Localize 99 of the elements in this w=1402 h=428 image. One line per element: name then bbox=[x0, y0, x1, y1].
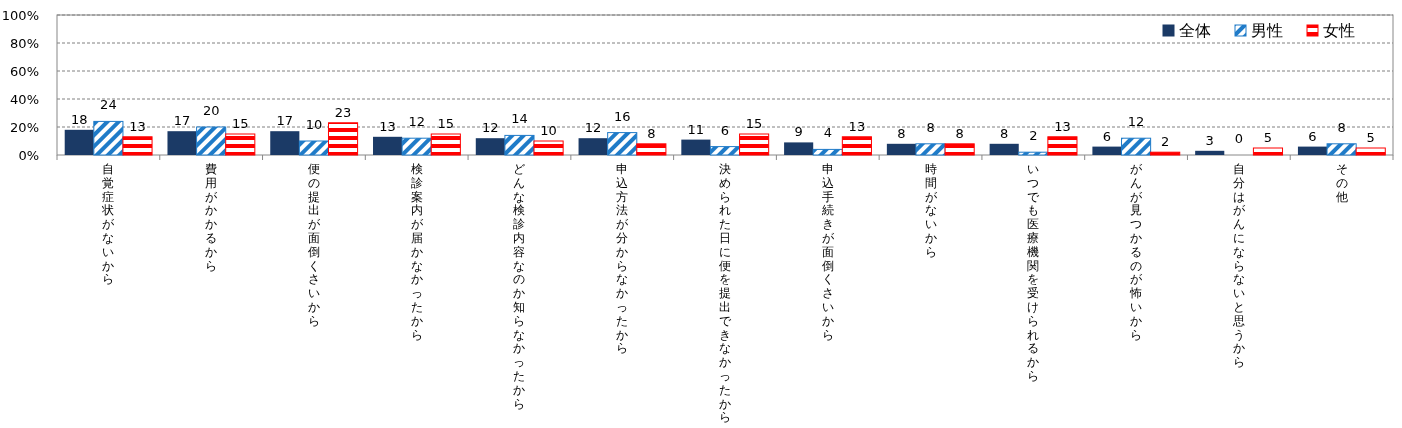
bar bbox=[636, 143, 667, 156]
y-tick-label: 60% bbox=[10, 64, 39, 79]
y-tick-label: 40% bbox=[10, 92, 39, 107]
data-label: 13 bbox=[379, 118, 396, 134]
bar bbox=[1326, 143, 1357, 156]
bar bbox=[709, 146, 741, 156]
data-label: 8 bbox=[926, 119, 935, 135]
data-label: 8 bbox=[647, 125, 656, 141]
bar bbox=[270, 131, 300, 155]
data-label: 2 bbox=[1029, 128, 1038, 144]
y-tick-label: 0% bbox=[18, 148, 39, 163]
data-label: 8 bbox=[955, 125, 964, 141]
data-label: 16 bbox=[613, 108, 631, 124]
bar bbox=[401, 137, 432, 156]
x-tick-label: 費用がかかるから bbox=[205, 162, 219, 273]
bar bbox=[167, 131, 197, 155]
data-label: 8 bbox=[1000, 125, 1009, 141]
data-label: 17 bbox=[173, 113, 191, 129]
bar bbox=[93, 120, 124, 156]
bar bbox=[1092, 146, 1122, 155]
category-label: 決められた日に便を提出できなかったから bbox=[719, 162, 731, 425]
data-label: 13 bbox=[848, 118, 866, 134]
data-label: 2 bbox=[1161, 134, 1170, 150]
data-label: 17 bbox=[276, 113, 294, 129]
bar bbox=[373, 136, 403, 155]
bar bbox=[475, 138, 505, 155]
y-tick-label: 20% bbox=[10, 120, 39, 135]
data-label: 3 bbox=[1205, 132, 1214, 148]
data-label: 4 bbox=[823, 125, 832, 141]
x-tick-label: 時間がないから bbox=[924, 162, 938, 259]
category-label: がんが見つかるのが怖いから bbox=[1130, 162, 1143, 342]
data-label: 24 bbox=[100, 97, 117, 113]
category-label: 検診案内が届かなかったから bbox=[410, 162, 423, 342]
y-tick-label: 100% bbox=[1, 8, 39, 23]
data-label: 12 bbox=[584, 120, 602, 136]
data-label: 13 bbox=[129, 118, 146, 134]
data-label: 6 bbox=[1308, 128, 1317, 144]
bar bbox=[122, 136, 153, 156]
bar bbox=[1047, 136, 1078, 156]
bar bbox=[1018, 151, 1049, 156]
bar bbox=[1150, 151, 1181, 156]
bar bbox=[841, 136, 872, 156]
data-label: 6 bbox=[1102, 128, 1112, 144]
data-label: 18 bbox=[70, 111, 88, 127]
bar bbox=[578, 138, 608, 155]
category-label: 申込手続きが面倒くさいから bbox=[821, 162, 834, 342]
category-label: 自分はがんにならないと思うから bbox=[1232, 162, 1245, 370]
bar bbox=[915, 143, 946, 156]
bar bbox=[327, 122, 359, 156]
data-label: 20 bbox=[202, 103, 220, 118]
bar bbox=[64, 129, 94, 155]
legend-label: 男性 bbox=[1251, 21, 1283, 40]
bar bbox=[784, 142, 814, 155]
bar bbox=[504, 134, 535, 156]
bar bbox=[430, 133, 461, 156]
bar bbox=[196, 126, 227, 156]
data-label: 13 bbox=[1054, 118, 1071, 134]
data-label: 8 bbox=[1337, 119, 1346, 135]
bar bbox=[1195, 150, 1225, 155]
x-tick-label: その他 bbox=[1335, 162, 1348, 204]
category-label: 申込方法が分からなかったから bbox=[616, 162, 629, 356]
bar bbox=[886, 143, 916, 155]
bar bbox=[1297, 146, 1328, 155]
bar bbox=[607, 132, 638, 156]
bar bbox=[812, 148, 843, 156]
data-label: 10 bbox=[540, 123, 557, 138]
bar bbox=[225, 133, 256, 156]
bar bbox=[681, 139, 711, 155]
category-label: 自覚症状がないから bbox=[102, 162, 115, 287]
data-label: 12 bbox=[482, 120, 499, 136]
data-label: 14 bbox=[511, 111, 528, 127]
y-tick-label: 80% bbox=[10, 36, 39, 51]
bar bbox=[298, 140, 329, 156]
bar bbox=[1355, 147, 1386, 156]
data-label: 12 bbox=[408, 114, 425, 130]
bar bbox=[989, 143, 1019, 155]
data-label: 10 bbox=[305, 117, 323, 132]
data-label: 6 bbox=[720, 122, 730, 138]
bar bbox=[533, 140, 564, 156]
legend-label: 女性 bbox=[1323, 21, 1355, 40]
bar bbox=[739, 133, 770, 156]
data-label: 15 bbox=[232, 116, 249, 131]
data-label: 11 bbox=[687, 121, 705, 137]
data-label: 12 bbox=[1127, 114, 1145, 130]
category-label: いつでも医療機関を受けられるから bbox=[1027, 162, 1040, 383]
data-label: 5 bbox=[1263, 130, 1273, 145]
data-label: 8 bbox=[897, 125, 906, 141]
legend-label: 全体 bbox=[1179, 21, 1211, 40]
data-label: 15 bbox=[745, 116, 763, 131]
data-label: 9 bbox=[794, 124, 803, 140]
bar bbox=[944, 143, 975, 156]
bar bbox=[1121, 137, 1152, 156]
data-label: 15 bbox=[437, 116, 455, 131]
data-label: 23 bbox=[334, 104, 352, 120]
data-label: 5 bbox=[1366, 130, 1375, 145]
data-label: 0 bbox=[1234, 131, 1243, 146]
category-label: どんな検診内容なのか知らなかったから bbox=[513, 162, 526, 411]
bar bbox=[1252, 147, 1284, 156]
category-label: 便の提出が面倒くさいから bbox=[307, 162, 320, 328]
